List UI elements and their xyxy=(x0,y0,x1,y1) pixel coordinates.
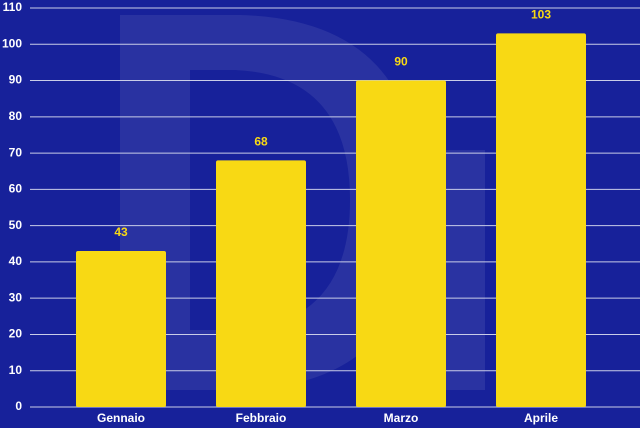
value-label: 68 xyxy=(254,135,268,149)
y-tick-label: 60 xyxy=(9,182,23,196)
y-tick-label: 100 xyxy=(2,36,22,50)
bar xyxy=(216,160,306,407)
bar xyxy=(356,80,446,407)
y-tick-label: 80 xyxy=(9,109,23,123)
value-label: 43 xyxy=(114,225,128,239)
y-tick-label: 0 xyxy=(15,399,22,413)
x-tick-label: Febbraio xyxy=(236,411,287,425)
y-tick-label: 90 xyxy=(9,73,23,87)
y-tick-label: 10 xyxy=(9,363,23,377)
value-label: 90 xyxy=(394,55,408,69)
x-tick-label: Marzo xyxy=(384,411,419,425)
bar xyxy=(496,33,586,408)
y-tick-label: 110 xyxy=(3,0,23,14)
x-tick-label: Aprile xyxy=(524,411,558,425)
value-label: 103 xyxy=(531,8,551,22)
bar xyxy=(76,251,166,407)
y-tick-label: 70 xyxy=(9,145,23,159)
x-tick-label: Gennaio xyxy=(97,411,145,425)
y-tick-label: 50 xyxy=(9,218,23,232)
y-tick-label: 40 xyxy=(9,254,23,268)
y-tick-label: 30 xyxy=(9,290,23,304)
y-tick-label: 20 xyxy=(9,327,23,341)
